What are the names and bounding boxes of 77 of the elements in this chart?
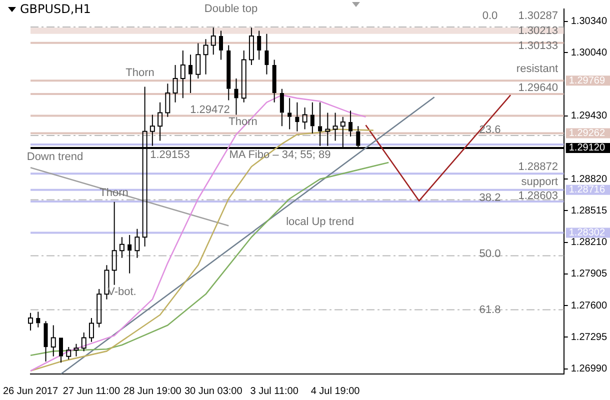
candlestick xyxy=(332,112,338,142)
candlestick xyxy=(264,33,269,75)
candlestick xyxy=(158,102,163,142)
candlestick xyxy=(302,107,308,130)
candlestick xyxy=(96,288,102,328)
annotation: 61.8 xyxy=(479,304,501,316)
annotation: 1.28872 xyxy=(518,161,558,174)
x-tick-label: 26 Jun 2017 xyxy=(2,386,58,397)
y-tick-label: 1.28210 xyxy=(570,237,608,248)
annotation: Thorn xyxy=(126,67,154,80)
annotation: local Up trend xyxy=(286,216,354,228)
annotation: support xyxy=(521,176,558,188)
candlestick xyxy=(88,318,94,342)
annotation: 50.0 xyxy=(479,248,501,260)
candlestick xyxy=(226,44,231,101)
candlestick xyxy=(248,27,254,66)
ref-line-label: 1.28716 xyxy=(568,184,606,196)
annotation: 38.2 xyxy=(479,192,501,204)
candlestick xyxy=(310,102,314,134)
candlestick xyxy=(165,83,170,118)
annotation: 1.30133 xyxy=(518,40,558,52)
candlestick xyxy=(288,98,292,130)
candlestick xyxy=(134,228,140,258)
y-tick-label: 1.30040 xyxy=(570,47,608,58)
ref-line-label: 1.28302 xyxy=(568,228,606,239)
candlestick xyxy=(272,59,276,103)
y-tick-label: 1.28515 xyxy=(570,205,608,216)
annotation: 23.6 xyxy=(479,124,501,136)
candlestick xyxy=(59,338,63,364)
y-tick-label: 1.30340 xyxy=(570,16,608,28)
candlestick xyxy=(112,201,117,286)
chart-title: GBPUSD,H1 xyxy=(20,2,91,16)
annotation: 1.29153 xyxy=(150,149,190,162)
candlestick xyxy=(188,54,193,94)
annotation: 1.30287 xyxy=(518,10,558,22)
candlestick xyxy=(196,42,201,79)
candlestick xyxy=(28,312,34,331)
candlestick xyxy=(234,78,238,116)
annotation: Double top xyxy=(204,3,258,16)
candlestick xyxy=(36,311,40,328)
annotation: 1.28603 xyxy=(518,190,558,202)
candlestick xyxy=(104,264,110,300)
candlestick xyxy=(257,30,262,60)
annotation: Down trend xyxy=(26,151,84,164)
x-tick-label: 28 Jun 19:00 xyxy=(124,386,182,397)
candlestick xyxy=(219,30,223,60)
candlestick xyxy=(172,64,178,103)
y-tick-label: 1.29430 xyxy=(570,110,608,122)
annotation: 1.29640 xyxy=(518,82,558,94)
y-tick-label: 1.27905 xyxy=(570,268,608,280)
y-tick-label: 1.26990 xyxy=(570,364,608,375)
annotation: 0.0 xyxy=(482,10,498,22)
candlestick xyxy=(203,38,208,75)
annotation: 1.30213 xyxy=(518,25,558,38)
y-tick-label: 1.28820 xyxy=(570,174,608,185)
ref-line-label: 1.29120 xyxy=(568,142,606,154)
candlestick xyxy=(74,343,79,357)
x-tick-label: 30 Jun 03:00 xyxy=(184,386,243,397)
candlestick xyxy=(241,50,246,103)
candlestick xyxy=(44,320,48,362)
candlestick xyxy=(210,27,216,56)
y-tick-label: 1.27600 xyxy=(570,300,608,312)
candlestick xyxy=(119,236,124,258)
ref-line-label: 1.29769 xyxy=(568,75,606,86)
x-tick-label: 27 Jun 11:00 xyxy=(62,386,120,397)
x-tick-label: 4 Jul 19:00 xyxy=(310,386,360,397)
y-tick-label: 1.27295 xyxy=(570,332,608,343)
ref-line-label: 1.29262 xyxy=(568,128,606,139)
candlestick xyxy=(50,324,56,357)
annotation: 1.29472 xyxy=(190,104,230,116)
annotation: resistant xyxy=(516,63,558,76)
candlestick xyxy=(280,88,284,127)
candlestick xyxy=(180,50,186,99)
candlestick xyxy=(295,102,300,132)
candlestick xyxy=(348,110,353,138)
x-tick-label: 3 Jul 11:00 xyxy=(250,386,299,397)
candlestick xyxy=(128,234,132,274)
